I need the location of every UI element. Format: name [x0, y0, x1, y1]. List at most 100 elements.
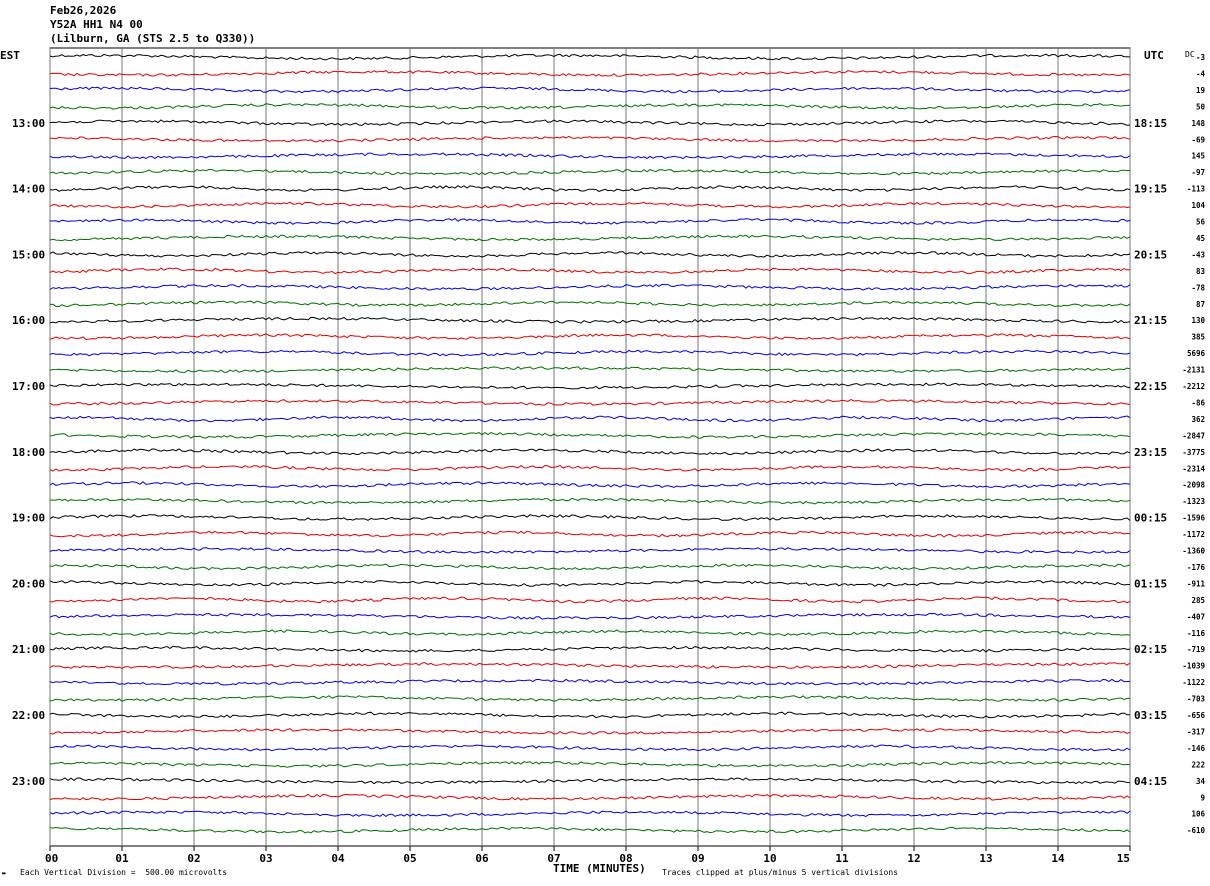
x-tick-label: 03	[259, 852, 272, 865]
clip-note: Traces clipped at plus/minus 5 vertical …	[662, 868, 899, 877]
dc-offset-label: -78	[1191, 283, 1205, 292]
est-hour-label: 13:00	[12, 117, 45, 130]
dc-offset-label: -719	[1187, 645, 1206, 654]
plot-station: Y52A HH1 N4 00	[50, 18, 143, 31]
trace-line	[50, 563, 1131, 571]
dc-offset-label: 50	[1196, 102, 1206, 111]
dc-offset-label: -2098	[1182, 481, 1205, 490]
trace-line	[49, 316, 1131, 324]
trace-line	[49, 103, 1130, 110]
dc-offset-label: 56	[1196, 218, 1206, 227]
trace-line	[49, 645, 1131, 653]
est-hour-label: 20:00	[12, 577, 45, 590]
dc-offset-label: 45	[1196, 234, 1205, 243]
dc-offset-label: -113	[1187, 185, 1206, 194]
trace-line	[49, 399, 1131, 406]
trace-line	[49, 810, 1131, 818]
dc-offset-label: -1172	[1182, 530, 1205, 539]
trace-line	[49, 580, 1131, 587]
trace-line	[49, 728, 1131, 735]
dc-offset-label: -2131	[1182, 366, 1205, 375]
x-tick-label: 06	[475, 852, 489, 865]
dc-offset-label: -656	[1187, 711, 1206, 720]
trace-line	[49, 678, 1131, 686]
dc-offset-label: -1360	[1182, 547, 1205, 556]
dc-offset-label: 222	[1191, 760, 1205, 769]
dc-offset-label: -116	[1187, 629, 1206, 638]
trace-line	[49, 760, 1131, 768]
x-tick-label: 14	[1051, 852, 1065, 865]
trace-line	[49, 431, 1131, 439]
trace-line	[49, 596, 1131, 604]
trace-line	[49, 695, 1130, 702]
trace-line	[49, 662, 1131, 670]
utc-hour-label: 22:15	[1134, 380, 1167, 393]
dc-offset-label: -97	[1191, 168, 1205, 177]
seismic-traces	[49, 53, 1131, 834]
x-tick-label: 02	[187, 852, 200, 865]
dc-offset-label: -2847	[1182, 431, 1205, 440]
utc-hour-label: 04:15	[1134, 775, 1167, 788]
trace-line	[49, 547, 1131, 554]
dc-offset-label: 285	[1191, 596, 1205, 605]
trace-line	[49, 185, 1131, 192]
dc-offset-label: -911	[1187, 579, 1206, 588]
trace-line	[49, 826, 1131, 834]
dc-offset-label: 362	[1191, 415, 1205, 424]
x-tick-label: 00	[45, 852, 58, 865]
x-tick-label: 13	[979, 852, 992, 865]
dc-offset-label: -176	[1187, 563, 1206, 572]
x-tick-label: 15	[1117, 852, 1130, 865]
dc-offset-label: -4	[1196, 69, 1206, 78]
utc-hour-label: 01:15	[1134, 577, 1167, 590]
dc-offset-label: 385	[1191, 333, 1205, 342]
dc-offset-label: -86	[1191, 398, 1205, 407]
trace-line	[49, 119, 1131, 127]
dc-offset-label: -1596	[1182, 514, 1205, 523]
trace-line	[50, 497, 1131, 505]
dc-offset-label: 87	[1196, 300, 1205, 309]
est-hour-label: 21:00	[12, 643, 45, 656]
trace-line	[49, 612, 1131, 620]
x-tick-label: 08	[619, 852, 632, 865]
trace-line	[49, 514, 1131, 522]
x-axis-label: TIME (MINUTES)	[553, 862, 646, 875]
dc-offset-label: 106	[1191, 810, 1205, 819]
dc-offset-label: -1323	[1182, 497, 1205, 506]
trace-line	[49, 366, 1131, 373]
trace-line	[49, 464, 1131, 472]
trace-line	[50, 744, 1131, 752]
plot-location: (Lilburn, GA (STS 2.5 to Q330))	[50, 32, 256, 45]
dc-offset-label: -3	[1196, 53, 1206, 62]
dc-axis-label: DC	[1185, 50, 1195, 59]
utc-hour-label: 23:15	[1134, 446, 1167, 459]
utc-hour-label: 02:15	[1134, 643, 1167, 656]
trace-line	[49, 382, 1131, 390]
est-hour-label: 22:00	[12, 709, 45, 722]
trace-line	[49, 201, 1131, 209]
trace-line	[49, 168, 1131, 176]
trace-line	[49, 530, 1131, 538]
utc-hour-label: 21:15	[1134, 314, 1167, 327]
trace-line	[49, 793, 1131, 801]
dc-offset-label: 83	[1196, 267, 1206, 276]
dc-offset-label: -2212	[1182, 382, 1205, 391]
dc-offset-label: 148	[1191, 119, 1205, 128]
trace-line	[49, 218, 1131, 225]
trace-line	[50, 135, 1131, 143]
dc-offset-label: -1122	[1182, 678, 1205, 687]
x-tick-label: 05	[403, 852, 416, 865]
dc-offset-label: -2314	[1182, 464, 1205, 473]
est-axis-label: EST	[0, 49, 20, 62]
trace-line	[49, 70, 1131, 77]
utc-hour-label: 03:15	[1134, 709, 1167, 722]
trace-line	[49, 234, 1131, 242]
est-hour-label: 23:00	[12, 775, 45, 788]
trace-line	[49, 283, 1131, 291]
trace-line	[49, 333, 1131, 341]
x-tick-label: 09	[691, 852, 704, 865]
trace-line	[49, 53, 1131, 61]
dc-offset-label: 19	[1196, 86, 1206, 95]
axis-tick-labels: 00 01 02 03 04 05 06 07 08 09 10 11 12 13 14 15 -3 -4 19 50…	[12, 53, 1205, 865]
dc-offset-label: -610	[1187, 826, 1206, 835]
